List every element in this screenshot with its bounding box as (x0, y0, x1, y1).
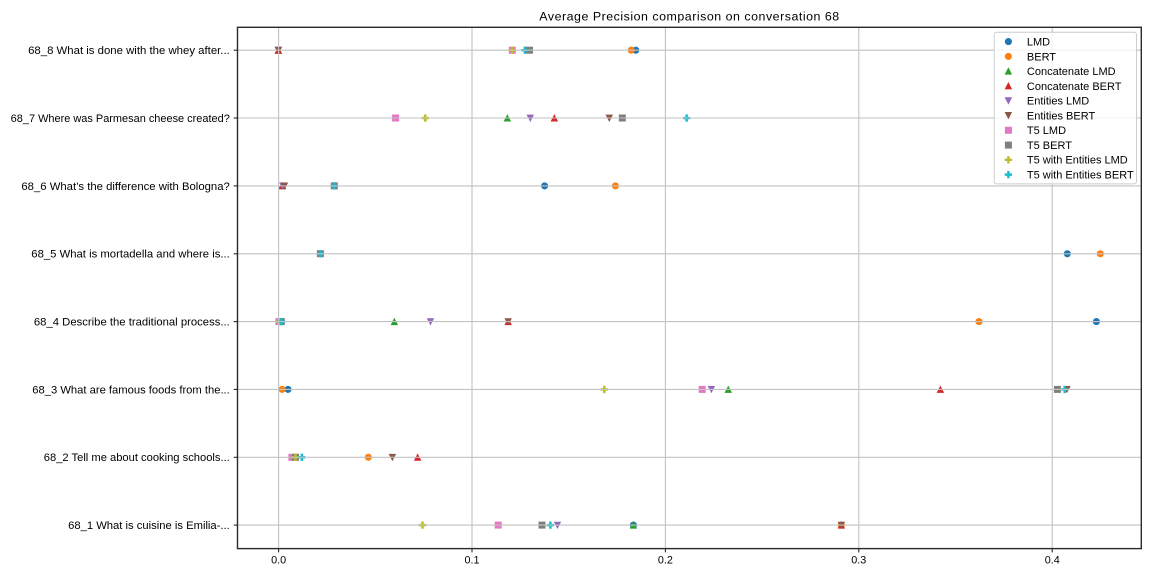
svg-text:68_7 Where was Parmesan cheese: 68_7 Where was Parmesan cheese created? (11, 113, 230, 125)
svg-text:68_6 What’s the difference wit: 68_6 What’s the difference with Bologna? (21, 181, 229, 193)
svg-text:Concatenate BERT: Concatenate BERT (1027, 81, 1122, 93)
svg-text:T5 with Entities LMD: T5 with Entities LMD (1027, 155, 1128, 167)
svg-text:0.1: 0.1 (464, 554, 479, 566)
svg-text:BERT: BERT (1027, 51, 1056, 63)
svg-text:68_4 Describe the traditional: 68_4 Describe the traditional process... (34, 317, 230, 329)
svg-text:0.2: 0.2 (658, 554, 673, 566)
svg-text:0.0: 0.0 (271, 554, 286, 566)
svg-text:Entities LMD: Entities LMD (1027, 96, 1089, 108)
svg-text:68_2 Tell me about cooking sch: 68_2 Tell me about cooking schools... (44, 452, 230, 464)
svg-text:68_3 What are famous foods fro: 68_3 What are famous foods from the... (32, 384, 230, 396)
svg-text:68_8 What is done with the whe: 68_8 What is done with the whey after... (28, 45, 230, 57)
svg-text:68_1 What is cuisine is Emilia: 68_1 What is cuisine is Emilia-... (68, 520, 230, 532)
svg-text:Concatenate LMD: Concatenate LMD (1027, 66, 1116, 78)
svg-text:T5 with Entities BERT: T5 with Entities BERT (1027, 170, 1134, 182)
svg-text:T5 LMD: T5 LMD (1027, 125, 1066, 137)
svg-text:Average Precision comparison o: Average Precision comparison on conversa… (539, 10, 839, 24)
svg-text:68_5 What is mortadella and wh: 68_5 What is mortadella and where is... (31, 249, 230, 261)
svg-text:0.4: 0.4 (1045, 554, 1060, 566)
svg-text:0.3: 0.3 (851, 554, 866, 566)
svg-text:T5 BERT: T5 BERT (1027, 140, 1072, 152)
svg-text:Entities BERT: Entities BERT (1027, 110, 1096, 122)
svg-text:LMD: LMD (1027, 37, 1050, 49)
